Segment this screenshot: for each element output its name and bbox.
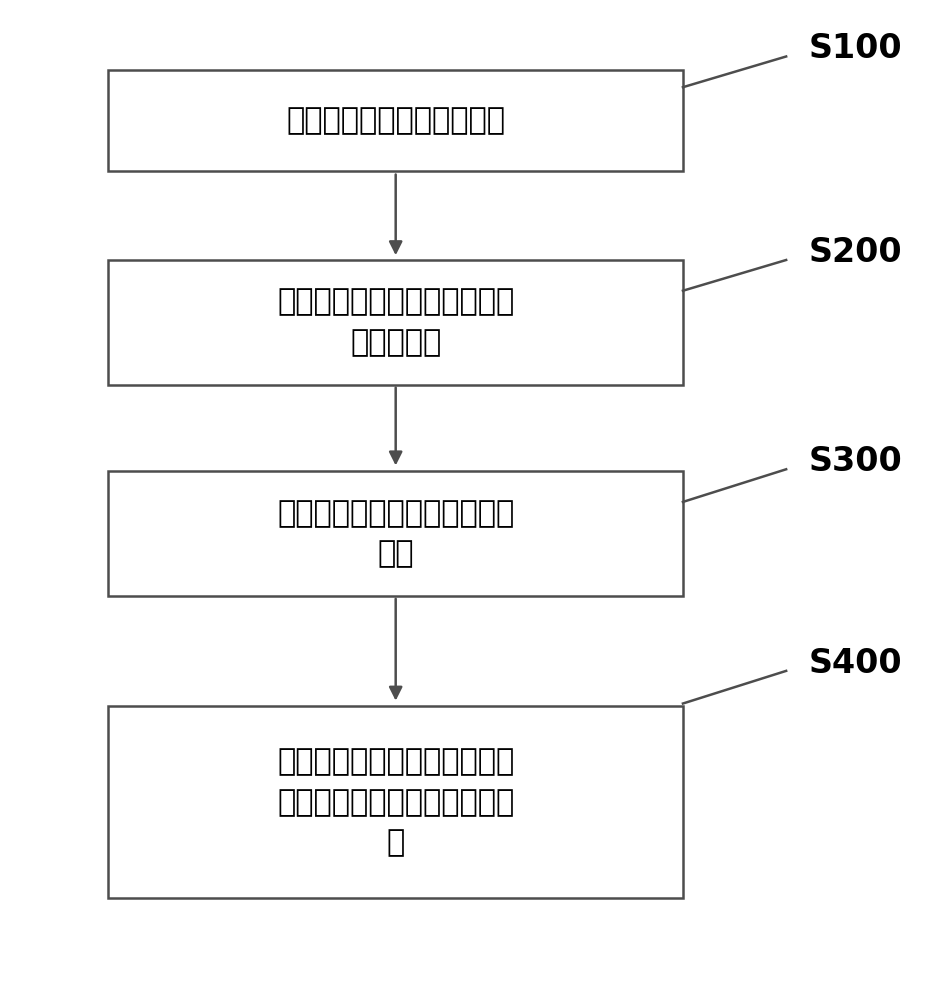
Bar	[108, 70, 683, 171]
Bar	[108, 260, 683, 385]
Text: S300: S300	[809, 445, 902, 478]
Text: 获取配送范围基准商户的配送
范围: 获取配送范围基准商户的配送 范围	[277, 499, 514, 568]
Text: S400: S400	[809, 647, 902, 680]
Text: S100: S100	[809, 32, 902, 65]
Text: 获取待配置商户的网格标识: 获取待配置商户的网格标识	[286, 106, 505, 135]
Text: 根据配送范围基准商户的配送
范围设置待配置商户的配送范
围: 根据配送范围基准商户的配送 范围设置待配置商户的配送范 围	[277, 747, 514, 857]
Text: 根据网格标识获取配送范围基
准商户标识: 根据网格标识获取配送范围基 准商户标识	[277, 288, 514, 357]
Bar	[108, 471, 683, 596]
Text: S200: S200	[809, 236, 902, 269]
Bar	[108, 706, 683, 898]
